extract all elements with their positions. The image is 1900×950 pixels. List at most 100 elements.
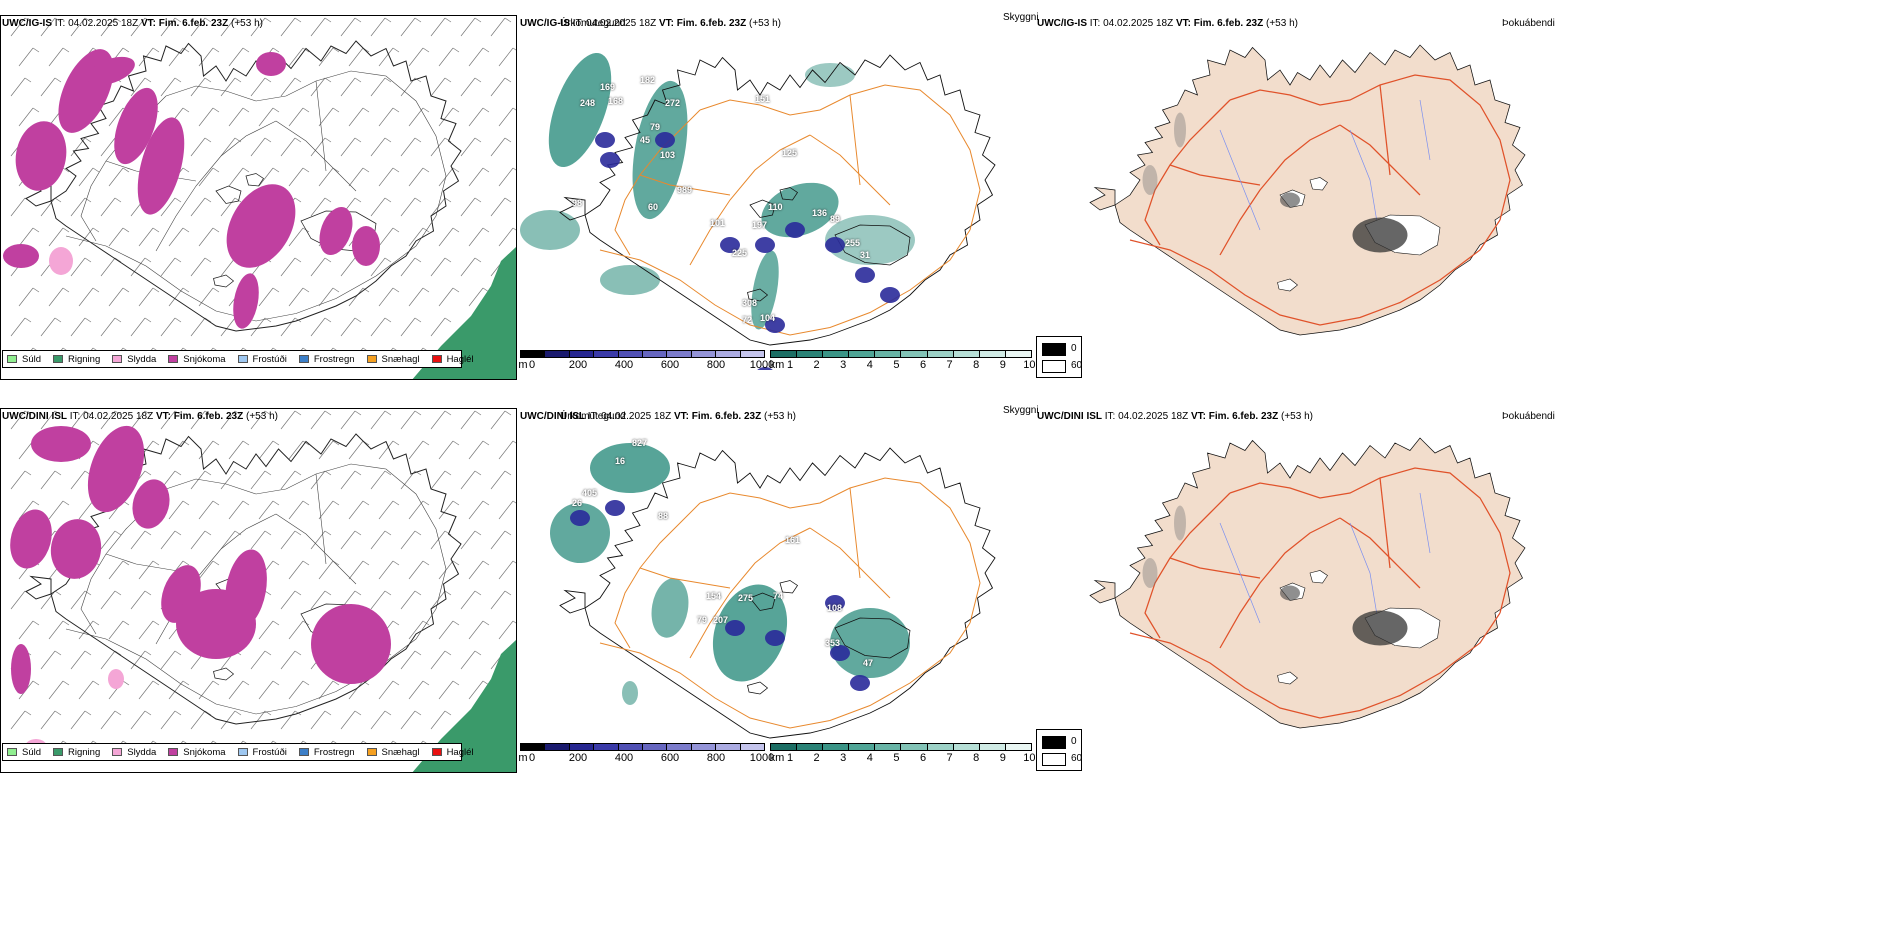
lead-time: (+53 h) xyxy=(764,411,796,422)
cloud-base-value: 103 xyxy=(660,150,676,160)
colorbar-cell xyxy=(545,744,570,750)
cloud-panel-title: Skyggni xyxy=(1003,405,1039,416)
precip-legend-item: Snjókoma xyxy=(168,747,226,758)
colorbar-cell xyxy=(691,351,717,357)
cloud-base-value: 108 xyxy=(827,603,843,613)
ceiling-colorbar: m 0 200 400 600 800 1000 xyxy=(518,350,774,374)
colorbar-cell xyxy=(545,351,570,357)
visibility-tick-label: 3 xyxy=(840,359,847,371)
vt-value: Fim. 6.feb. 23Z xyxy=(173,411,244,422)
it-value: 04.02.2025 18Z xyxy=(1118,411,1189,422)
visibility-tick-label: 6 xyxy=(919,359,927,371)
ceiling-tick-label: 1000 xyxy=(749,359,775,371)
visibility-tick-label: 9 xyxy=(999,752,1006,764)
colorbar-cell xyxy=(979,744,1006,750)
precip-legend-item: Haglél xyxy=(431,747,474,758)
it-label: IT: xyxy=(1104,411,1116,422)
model-name: UWC/IG-IS xyxy=(2,18,52,29)
fog-legend-swatch xyxy=(1042,343,1066,356)
ceiling-tick-label: 200 xyxy=(568,752,588,764)
precip-type-map xyxy=(0,15,517,380)
ceiling-unit: m xyxy=(518,359,528,371)
fog-legend-label: 0 xyxy=(1071,736,1077,747)
cloud-base-value: 197 xyxy=(752,220,768,230)
cloud-base-value: 104 xyxy=(760,313,776,323)
visibility-unit: km xyxy=(769,752,785,764)
run-header: UWC/DINI ISL IT: 04.02.2025 18Z VT: Fim.… xyxy=(2,411,278,423)
precip-type-map xyxy=(0,408,517,773)
legend-swatch xyxy=(431,355,442,363)
lead-time: (+53 h) xyxy=(246,411,278,422)
colorbar-cell xyxy=(979,351,1006,357)
ceiling-tick-label: 1000 xyxy=(749,752,775,764)
colorbar-cell xyxy=(740,744,765,750)
lead-time: (+53 h) xyxy=(749,18,781,29)
it-value: 04.02.2025 18Z xyxy=(601,411,672,422)
it-value: 04.02.2025 18Z xyxy=(68,18,139,29)
vt-label: VT: xyxy=(155,411,171,422)
visibility-tick-label: 10 xyxy=(1023,752,1036,764)
ceiling-tick-label: 200 xyxy=(568,359,588,371)
precip-legend-item: Frostregn xyxy=(298,746,355,758)
ceiling-colorbar: m 0 200 400 600 800 1000 xyxy=(518,743,774,767)
fog-legend-swatch xyxy=(1042,360,1066,373)
visibility-tick-label: 1 xyxy=(786,752,794,764)
precip-legend-item: Súld xyxy=(7,747,41,758)
colorbar-cell xyxy=(797,351,824,357)
colorbar-cell xyxy=(521,744,546,750)
precip-legend-item: Rigning xyxy=(53,747,100,758)
cloud-base-value: 168 xyxy=(608,96,624,106)
it-value: 04.02.2025 18Z xyxy=(586,18,657,29)
cloud-panel-title: Skyggni xyxy=(1003,12,1039,23)
colorbar-cell xyxy=(667,351,692,357)
colorbar-cell xyxy=(771,744,798,750)
cloud-base-value: 154 xyxy=(706,591,722,601)
legend-label: Frostregn xyxy=(313,746,355,758)
cloud-visibility-map xyxy=(520,423,1005,763)
legend-label: Snjókoma xyxy=(183,353,226,365)
legend-swatch xyxy=(53,748,64,756)
legend-swatch xyxy=(298,355,309,363)
cloud-base-value: 989 xyxy=(677,185,693,195)
legend-swatch xyxy=(366,355,377,363)
vt-label: VT: xyxy=(1190,411,1206,422)
legend-label: Súld xyxy=(22,353,42,365)
legend-label: Snæhagl xyxy=(381,746,420,758)
colorbar-cell xyxy=(953,351,980,357)
legend-label: Haglél xyxy=(446,353,474,365)
precip-legend-item: Slydda xyxy=(112,747,156,758)
fog-legend-label: 60 xyxy=(1071,753,1083,764)
precip-legend: Súld Rigning Slydda Snjókoma Frostúði xyxy=(2,743,474,761)
model-name: UWC/DINI ISL xyxy=(1037,411,1102,422)
legend-swatch xyxy=(53,355,64,363)
cloud-base-value: 88 xyxy=(658,511,669,521)
cloud-base-value: 74 xyxy=(773,591,784,601)
colorbar-cell xyxy=(569,744,595,750)
legend-swatch xyxy=(168,355,179,363)
colorbar-cell xyxy=(927,351,954,357)
run-header: UWC/IG-IS IT: 04.02.2025 18Z VT: Fim. 6.… xyxy=(520,18,781,30)
cloud-base-value: 272 xyxy=(665,98,681,108)
cloud-base-value: 207 xyxy=(713,615,729,625)
vt-label: VT: xyxy=(658,18,674,29)
colorbar-cell xyxy=(740,351,765,357)
precip-legend-item: Frostúði xyxy=(237,747,287,758)
visibility-tick-label: 9 xyxy=(999,359,1006,371)
visibility-tick-label: 10 xyxy=(1023,359,1036,371)
colorbar-cell xyxy=(594,351,619,357)
fog-legend-label: 0 xyxy=(1071,343,1077,354)
fog-indicator-map xyxy=(1070,423,1530,743)
colorbar-cell xyxy=(521,351,546,357)
vt-label: VT: xyxy=(140,18,156,29)
legend-swatch xyxy=(112,355,123,363)
legend-label: Snæhagl xyxy=(381,353,420,365)
ceiling-tick-label: 0 xyxy=(528,752,536,764)
legend-swatch xyxy=(7,748,17,756)
precip-legend-item: Slydda xyxy=(112,354,156,365)
cloud-base-value: 110 xyxy=(768,202,783,212)
cloud-base-value: 79 xyxy=(697,615,708,625)
fog-legend: 0 60 xyxy=(1036,336,1082,378)
precip-legend-item: Snæhagl xyxy=(366,746,420,758)
colorbar-cell xyxy=(823,744,850,750)
fog-panel-title: Þokuábendi xyxy=(1502,18,1555,29)
